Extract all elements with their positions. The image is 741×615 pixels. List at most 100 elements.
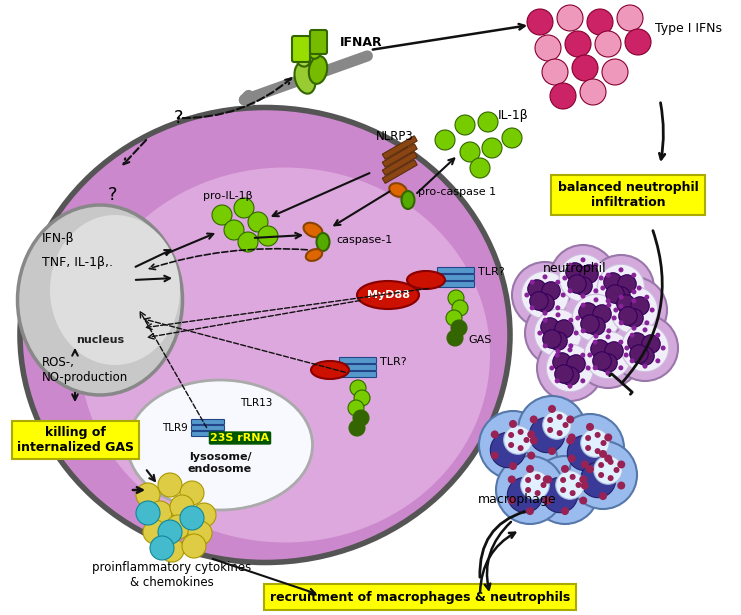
Circle shape	[581, 315, 599, 333]
Circle shape	[594, 288, 598, 293]
Ellipse shape	[50, 215, 180, 365]
Circle shape	[224, 220, 244, 240]
Circle shape	[562, 276, 568, 280]
Circle shape	[568, 435, 602, 470]
Ellipse shape	[309, 38, 323, 59]
Circle shape	[559, 254, 607, 302]
Text: GAS: GAS	[468, 335, 491, 345]
Circle shape	[546, 344, 594, 392]
Circle shape	[530, 280, 535, 285]
Circle shape	[353, 410, 369, 426]
Circle shape	[518, 396, 586, 464]
Circle shape	[594, 448, 601, 454]
Circle shape	[650, 308, 654, 312]
Circle shape	[630, 333, 634, 338]
Circle shape	[518, 429, 524, 435]
Circle shape	[625, 309, 643, 327]
Circle shape	[192, 503, 216, 527]
Circle shape	[563, 285, 629, 351]
Circle shape	[348, 400, 364, 416]
Circle shape	[535, 35, 561, 61]
Circle shape	[593, 365, 598, 370]
Circle shape	[556, 414, 562, 420]
Circle shape	[258, 226, 278, 246]
Circle shape	[593, 305, 611, 323]
Circle shape	[599, 276, 604, 280]
Circle shape	[637, 285, 642, 290]
Circle shape	[612, 287, 631, 305]
Circle shape	[148, 501, 172, 525]
Ellipse shape	[306, 249, 322, 261]
Circle shape	[530, 416, 538, 424]
FancyBboxPatch shape	[382, 136, 417, 159]
Circle shape	[556, 312, 560, 317]
FancyBboxPatch shape	[191, 426, 225, 430]
Circle shape	[636, 347, 654, 365]
Circle shape	[530, 437, 538, 445]
Circle shape	[593, 352, 611, 370]
Circle shape	[570, 474, 576, 480]
Circle shape	[527, 9, 553, 35]
Circle shape	[567, 355, 585, 373]
Circle shape	[628, 333, 646, 351]
Text: Type I IFNs: Type I IFNs	[655, 22, 722, 34]
Text: killing of
internalized GAS: killing of internalized GAS	[16, 426, 133, 454]
Circle shape	[547, 427, 553, 433]
Circle shape	[531, 456, 599, 524]
Circle shape	[599, 450, 607, 458]
Circle shape	[508, 442, 514, 448]
Circle shape	[542, 318, 548, 323]
Text: 23S rRNA: 23S rRNA	[210, 433, 270, 443]
Circle shape	[568, 343, 574, 348]
Circle shape	[158, 520, 182, 544]
Circle shape	[602, 59, 628, 85]
Circle shape	[158, 473, 182, 497]
Circle shape	[591, 339, 609, 359]
Circle shape	[542, 282, 560, 300]
Circle shape	[566, 416, 574, 424]
Circle shape	[585, 445, 591, 451]
Circle shape	[630, 345, 648, 363]
Circle shape	[580, 79, 606, 105]
FancyArrowPatch shape	[480, 512, 525, 577]
Circle shape	[561, 465, 569, 473]
Circle shape	[631, 289, 637, 295]
Circle shape	[354, 390, 370, 406]
Ellipse shape	[407, 271, 445, 289]
Circle shape	[600, 285, 605, 290]
Circle shape	[534, 490, 541, 496]
Circle shape	[136, 483, 160, 507]
Ellipse shape	[293, 44, 310, 66]
Circle shape	[618, 339, 623, 344]
Circle shape	[614, 467, 619, 473]
Circle shape	[585, 435, 591, 441]
Text: IFNAR: IFNAR	[340, 36, 382, 49]
Circle shape	[508, 477, 542, 513]
Circle shape	[579, 496, 588, 504]
Circle shape	[605, 298, 611, 303]
Circle shape	[585, 365, 591, 370]
Circle shape	[605, 285, 624, 303]
Circle shape	[631, 297, 649, 315]
Circle shape	[612, 315, 678, 381]
Circle shape	[593, 339, 598, 344]
Circle shape	[550, 83, 576, 109]
Circle shape	[605, 335, 611, 339]
Circle shape	[521, 470, 549, 499]
Ellipse shape	[402, 191, 414, 209]
Circle shape	[512, 262, 578, 328]
Circle shape	[508, 432, 514, 438]
Circle shape	[594, 432, 601, 438]
Circle shape	[579, 475, 588, 483]
Circle shape	[542, 59, 568, 85]
Circle shape	[544, 475, 552, 483]
Circle shape	[555, 378, 559, 383]
Circle shape	[630, 359, 634, 363]
Ellipse shape	[357, 281, 419, 309]
FancyBboxPatch shape	[339, 365, 376, 370]
Circle shape	[642, 363, 648, 368]
Circle shape	[642, 327, 648, 332]
FancyBboxPatch shape	[191, 419, 225, 424]
Circle shape	[570, 490, 576, 496]
Circle shape	[166, 515, 190, 539]
